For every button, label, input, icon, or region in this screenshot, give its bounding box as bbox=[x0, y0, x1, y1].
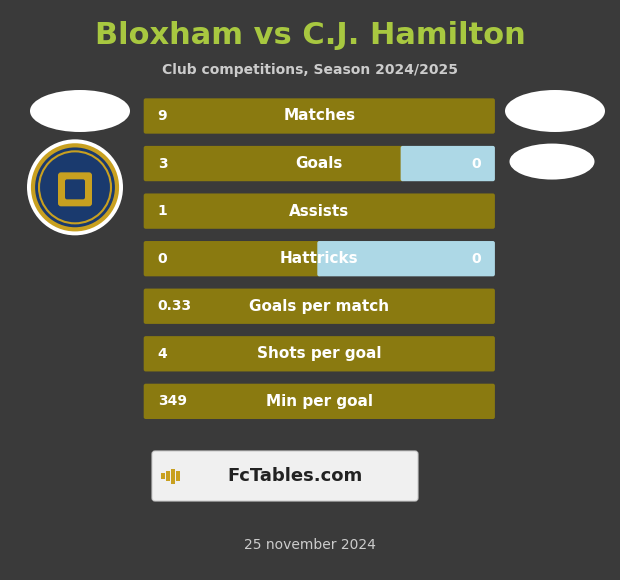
FancyBboxPatch shape bbox=[144, 99, 495, 133]
FancyBboxPatch shape bbox=[144, 384, 495, 419]
FancyBboxPatch shape bbox=[144, 336, 495, 371]
Text: 0: 0 bbox=[471, 157, 481, 171]
Ellipse shape bbox=[505, 90, 605, 132]
FancyBboxPatch shape bbox=[317, 241, 495, 276]
Text: 4: 4 bbox=[157, 347, 167, 361]
Text: Bloxham vs C.J. Hamilton: Bloxham vs C.J. Hamilton bbox=[95, 20, 525, 49]
Text: FcTables.com: FcTables.com bbox=[228, 467, 363, 485]
Text: Shots per goal: Shots per goal bbox=[257, 346, 381, 361]
FancyBboxPatch shape bbox=[401, 146, 495, 181]
FancyBboxPatch shape bbox=[58, 172, 92, 206]
Text: 349: 349 bbox=[157, 394, 187, 408]
FancyBboxPatch shape bbox=[144, 194, 495, 229]
Text: Goals: Goals bbox=[296, 156, 343, 171]
Text: Goals per match: Goals per match bbox=[249, 299, 389, 314]
Ellipse shape bbox=[510, 144, 595, 180]
Text: 0: 0 bbox=[471, 252, 481, 266]
Text: Min per goal: Min per goal bbox=[266, 394, 373, 409]
Text: 0: 0 bbox=[157, 252, 167, 266]
FancyBboxPatch shape bbox=[166, 471, 169, 481]
FancyBboxPatch shape bbox=[171, 469, 174, 484]
FancyBboxPatch shape bbox=[65, 179, 85, 200]
Text: 3: 3 bbox=[157, 157, 167, 171]
Text: Club competitions, Season 2024/2025: Club competitions, Season 2024/2025 bbox=[162, 63, 458, 77]
FancyBboxPatch shape bbox=[144, 289, 495, 324]
Circle shape bbox=[27, 139, 123, 235]
FancyBboxPatch shape bbox=[144, 241, 321, 276]
Text: Assists: Assists bbox=[289, 204, 350, 219]
FancyBboxPatch shape bbox=[161, 473, 164, 479]
Text: 9: 9 bbox=[157, 109, 167, 123]
Circle shape bbox=[33, 146, 117, 229]
Text: 0.33: 0.33 bbox=[157, 299, 192, 313]
Text: Hattricks: Hattricks bbox=[280, 251, 358, 266]
FancyBboxPatch shape bbox=[144, 146, 405, 181]
FancyBboxPatch shape bbox=[152, 451, 418, 501]
Text: Matches: Matches bbox=[283, 108, 355, 124]
Ellipse shape bbox=[30, 90, 130, 132]
FancyBboxPatch shape bbox=[176, 471, 180, 481]
Text: 25 november 2024: 25 november 2024 bbox=[244, 538, 376, 552]
Text: 1: 1 bbox=[157, 204, 167, 218]
